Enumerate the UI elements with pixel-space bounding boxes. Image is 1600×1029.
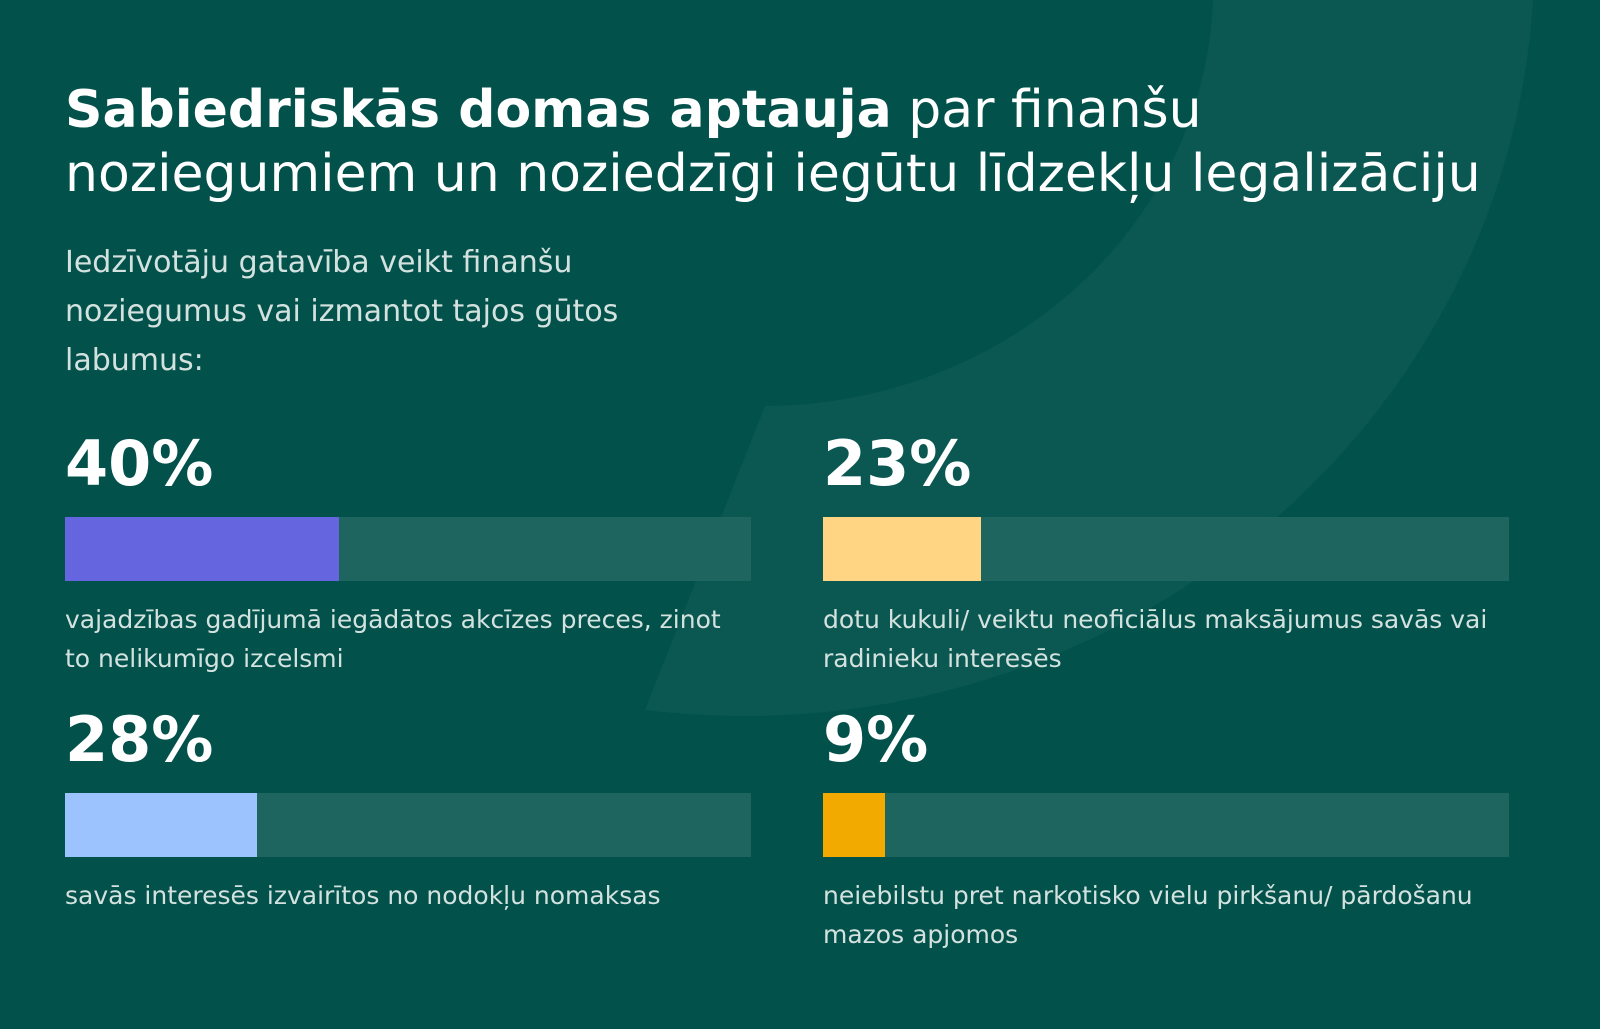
stat-card-bribery: 23% dotu kukuli/ veiktu neoficiālus maks… [823,427,1509,673]
bar-track [65,517,751,581]
stat-card-narcotics: 9% neiebilstu pret narkotisko vielu pirk… [823,703,1509,949]
bar-fill [65,517,340,581]
page-title-rest: par finanšu noziegumiem un noziedzīgi ie… [65,80,1481,204]
bar-fill [65,793,258,857]
stat-value: 9% [823,703,929,776]
page-title: Sabiedriskās domas aptauja par finanšu n… [65,78,1545,206]
stat-label: vajadzības gadījumā iegādātos akcīzes pr… [65,605,721,673]
stat-value: 40% [65,427,214,500]
bar-track [823,517,1509,581]
bar-track [65,793,751,857]
chart-subtitle: Iedzīvotāju gatavība veikt finanšu nozie… [65,245,619,378]
bar-fill [823,517,981,581]
stat-label: neiebilstu pret narkotisko vielu pirkšan… [823,881,1473,949]
stat-value: 28% [65,703,214,776]
stat-value: 23% [823,427,972,500]
bar-track [823,793,1509,857]
stat-card-tax-evasion: 28% savās interesēs izvairītos no nodokļ… [65,703,751,910]
stat-label: dotu kukuli/ veiktu neoficiālus maksājum… [823,605,1488,673]
bar-fill [823,793,885,857]
stat-label: savās interesēs izvairītos no nodokļu no… [65,881,661,910]
page-title-bold: Sabiedriskās domas aptauja [65,80,892,140]
stat-card-excise-goods: 40% vajadzības gadījumā iegādātos akcīze… [65,427,751,673]
